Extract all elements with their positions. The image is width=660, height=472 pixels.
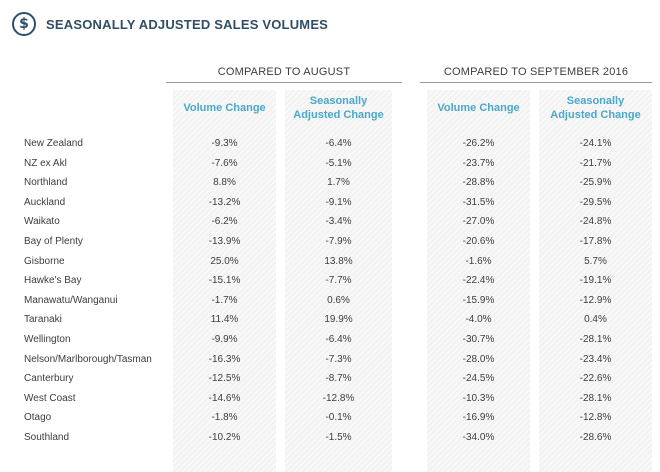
row-label: Gisborne bbox=[24, 256, 65, 267]
table-cell: -6.4% bbox=[325, 334, 352, 345]
column-background bbox=[427, 90, 530, 472]
row-label: Southland bbox=[24, 432, 70, 443]
table-cell: -23.7% bbox=[462, 158, 495, 169]
row-label: Wellington bbox=[24, 334, 71, 345]
table-cell: -23.4% bbox=[579, 354, 612, 365]
row-label: Taranaki bbox=[24, 314, 62, 325]
table-cell: 13.8% bbox=[324, 256, 353, 267]
column-header-line: Volume Change bbox=[437, 102, 520, 114]
table-cell: 8.8% bbox=[213, 177, 236, 188]
table-cell: -20.6% bbox=[462, 236, 495, 247]
table-cell: -3.4% bbox=[325, 216, 352, 227]
row-label: Northland bbox=[24, 177, 68, 188]
table-cell: -25.9% bbox=[579, 177, 612, 188]
header: $ SEASONALLY ADJUSTED SALES VOLUMES bbox=[12, 10, 328, 38]
table-cell: 5.7% bbox=[584, 256, 607, 267]
column-header-volume-change-september: Volume Change bbox=[427, 101, 530, 115]
column-background bbox=[285, 90, 392, 472]
table-cell: -6.2% bbox=[211, 216, 238, 227]
table-cell: -4.0% bbox=[465, 314, 492, 325]
table-cell: -19.1% bbox=[579, 275, 612, 286]
table-cell: -9.1% bbox=[325, 197, 352, 208]
table-cell: -28.0% bbox=[462, 354, 495, 365]
row-label: Auckland bbox=[24, 197, 66, 208]
table-cell: -1.5% bbox=[325, 432, 352, 443]
table-cell: -16.9% bbox=[462, 412, 495, 423]
table-cell: -13.2% bbox=[208, 197, 241, 208]
table-cell: -7.7% bbox=[325, 275, 352, 286]
table-cell: -28.1% bbox=[579, 334, 612, 345]
row-label: Hawke's Bay bbox=[24, 275, 82, 286]
column-header-volume-change-august: Volume Change bbox=[173, 101, 276, 115]
row-label: Canterbury bbox=[24, 373, 74, 384]
table-cell: -10.2% bbox=[208, 432, 241, 443]
table-cell: -5.1% bbox=[325, 158, 352, 169]
column-header-line: Adjusted Change bbox=[293, 109, 384, 121]
table-cell: -1.8% bbox=[211, 412, 238, 423]
table-cell: -15.9% bbox=[462, 295, 495, 306]
table-cell: -12.8% bbox=[322, 393, 355, 404]
table-cell: -28.8% bbox=[462, 177, 495, 188]
table-cell: -8.7% bbox=[325, 373, 352, 384]
table-cell: -26.2% bbox=[462, 138, 495, 149]
table-cell: -1.7% bbox=[211, 295, 238, 306]
column-header-seasonally-adjusted-august: Seasonally Adjusted Change bbox=[285, 94, 392, 122]
column-header-line: Seasonally bbox=[566, 95, 625, 107]
table-cell: -29.5% bbox=[579, 197, 612, 208]
table-cell: -27.0% bbox=[462, 216, 495, 227]
column-background bbox=[173, 90, 276, 472]
table-cell: -22.6% bbox=[579, 373, 612, 384]
table-cell: -28.6% bbox=[579, 432, 612, 443]
table-cell: -21.7% bbox=[579, 158, 612, 169]
column-header-line: Seasonally bbox=[309, 95, 368, 107]
column-background bbox=[539, 90, 652, 472]
table-cell: 0.6% bbox=[327, 295, 350, 306]
table-cell: -1.6% bbox=[465, 256, 492, 267]
table-cell: -16.3% bbox=[208, 354, 241, 365]
table-cell: -13.9% bbox=[208, 236, 241, 247]
table-cell: -9.9% bbox=[211, 334, 238, 345]
table-cell: -15.1% bbox=[208, 275, 241, 286]
table-cell: -10.3% bbox=[462, 393, 495, 404]
row-label: West Coast bbox=[24, 393, 76, 404]
table-cell: -28.1% bbox=[579, 393, 612, 404]
group-header-august: COMPARED TO AUGUST bbox=[166, 66, 402, 83]
table-cell: 1.7% bbox=[327, 177, 350, 188]
page-title: SEASONALLY ADJUSTED SALES VOLUMES bbox=[46, 16, 329, 32]
row-label: New Zealand bbox=[24, 138, 83, 149]
table-cell: 25.0% bbox=[210, 256, 239, 267]
table-cell: -31.5% bbox=[462, 197, 495, 208]
row-label: NZ ex Akl bbox=[24, 158, 67, 169]
group-header-september-2016: COMPARED TO SEPTEMBER 2016 bbox=[420, 66, 652, 83]
table-cell: -30.7% bbox=[462, 334, 495, 345]
table-cell: -12.9% bbox=[579, 295, 612, 306]
table-cell: -24.1% bbox=[579, 138, 612, 149]
table-cell: -7.9% bbox=[325, 236, 352, 247]
table-cell: -6.4% bbox=[325, 138, 352, 149]
table-cell: -14.6% bbox=[208, 393, 241, 404]
column-header-line: Volume Change bbox=[183, 102, 266, 114]
table-cell: -7.6% bbox=[211, 158, 238, 169]
table-cell: -24.5% bbox=[462, 373, 495, 384]
table-cell: -9.3% bbox=[211, 138, 238, 149]
table-cell: -0.1% bbox=[325, 412, 352, 423]
table-cell: -7.3% bbox=[325, 354, 352, 365]
table-cell: -34.0% bbox=[462, 432, 495, 443]
row-label: Waikato bbox=[24, 216, 60, 227]
table-cell: 11.4% bbox=[210, 314, 239, 325]
table-cell: -24.8% bbox=[579, 216, 612, 227]
dollar-circle-icon: $ bbox=[12, 12, 36, 36]
column-header-line: Adjusted Change bbox=[550, 109, 641, 121]
table-cell: -17.8% bbox=[579, 236, 612, 247]
row-label: Nelson/Marlborough/Tasman bbox=[24, 354, 152, 365]
table-cell: 0.4% bbox=[584, 314, 607, 325]
column-header-seasonally-adjusted-september: Seasonally Adjusted Change bbox=[539, 94, 652, 122]
table-cell: -22.4% bbox=[462, 275, 495, 286]
row-label: Bay of Plenty bbox=[24, 236, 83, 247]
row-label: Otago bbox=[24, 412, 52, 423]
table-cell: 19.9% bbox=[324, 314, 353, 325]
table-cell: -12.5% bbox=[208, 373, 241, 384]
row-label: Manawatu/Wanganui bbox=[24, 295, 118, 306]
table-cell: -12.8% bbox=[579, 412, 612, 423]
